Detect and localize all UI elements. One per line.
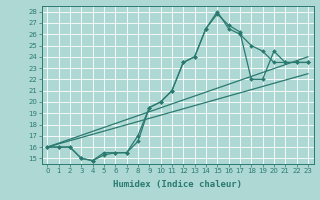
X-axis label: Humidex (Indice chaleur): Humidex (Indice chaleur) xyxy=(113,180,242,189)
